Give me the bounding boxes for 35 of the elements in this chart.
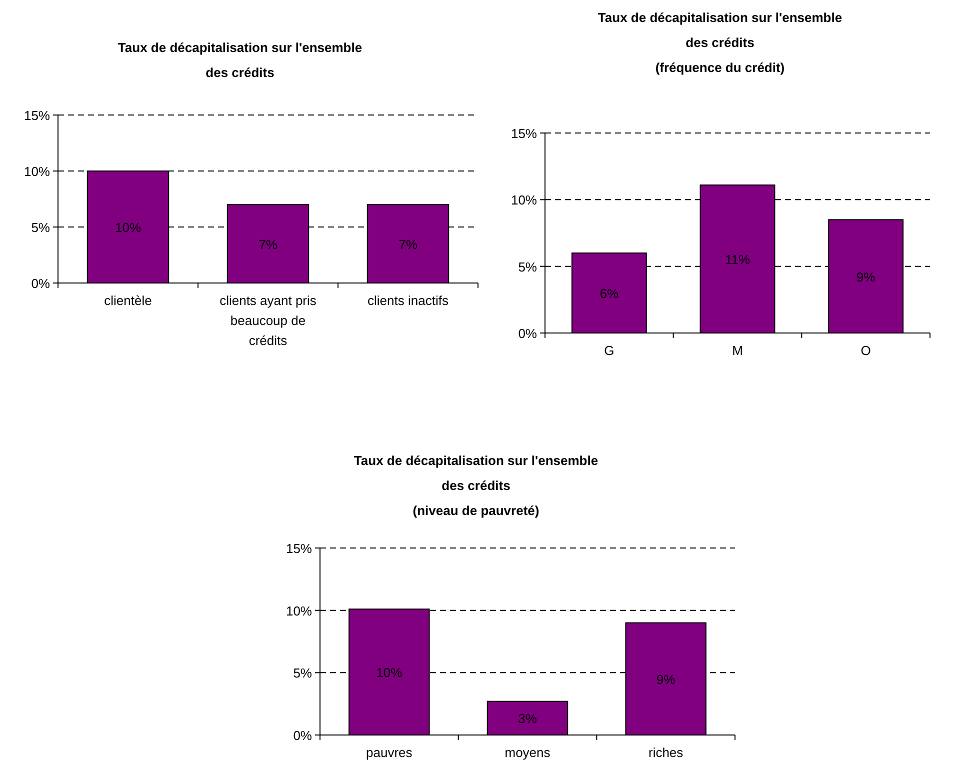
x-tick-label: clients ayant pris beaucoup de crédits xyxy=(220,293,317,348)
y-tick-label: 15% xyxy=(286,541,312,556)
data-label: 3% xyxy=(518,711,538,726)
y-tick-label: 5% xyxy=(31,220,50,235)
data-label: 11% xyxy=(724,252,750,267)
x-tick-label: riches xyxy=(648,745,684,760)
x-tick-label: clients inactifs xyxy=(368,293,449,308)
y-tick-label: 5% xyxy=(518,259,538,274)
y-tick-label: 10% xyxy=(286,603,312,618)
data-label: 7% xyxy=(398,236,418,252)
data-label: 6% xyxy=(600,286,619,301)
chart-subtitle: (niveau de pauvreté) xyxy=(412,503,540,518)
x-tick-label: G xyxy=(604,343,614,358)
data-label: 7% xyxy=(258,236,278,252)
chart-title: Taux de décapitalisation sur l'ensemble des crédits xyxy=(118,40,362,80)
y-tick-label: 10% xyxy=(510,192,538,208)
chart-title: Taux de décapitalisation sur l'ensemble des crédits xyxy=(598,10,842,50)
y-tick-label: 10% xyxy=(24,164,50,179)
y-tick-label: 15% xyxy=(24,108,50,123)
y-tick-label: 0% xyxy=(31,276,50,291)
y-tick-label: 5% xyxy=(293,666,312,681)
chart-title: Taux de décapitalisation sur l'ensemble des crédits xyxy=(354,453,598,493)
x-tick-label: M xyxy=(732,343,743,358)
data-label: 10% xyxy=(376,665,403,680)
data-label: 9% xyxy=(656,672,676,687)
data-label: 9% xyxy=(856,269,876,284)
y-tick-label: 0% xyxy=(293,728,312,743)
data-label: 10% xyxy=(114,220,142,235)
x-tick-label: clientèle xyxy=(104,293,152,308)
y-tick-label: 15% xyxy=(510,126,538,141)
x-tick-label: O xyxy=(860,343,871,358)
x-tick-label: pauvres xyxy=(366,745,413,760)
chart-subtitle: (fréquence du crédit) xyxy=(655,60,785,75)
y-tick-label: 0% xyxy=(518,326,538,341)
x-tick-label: moyens xyxy=(504,745,551,760)
